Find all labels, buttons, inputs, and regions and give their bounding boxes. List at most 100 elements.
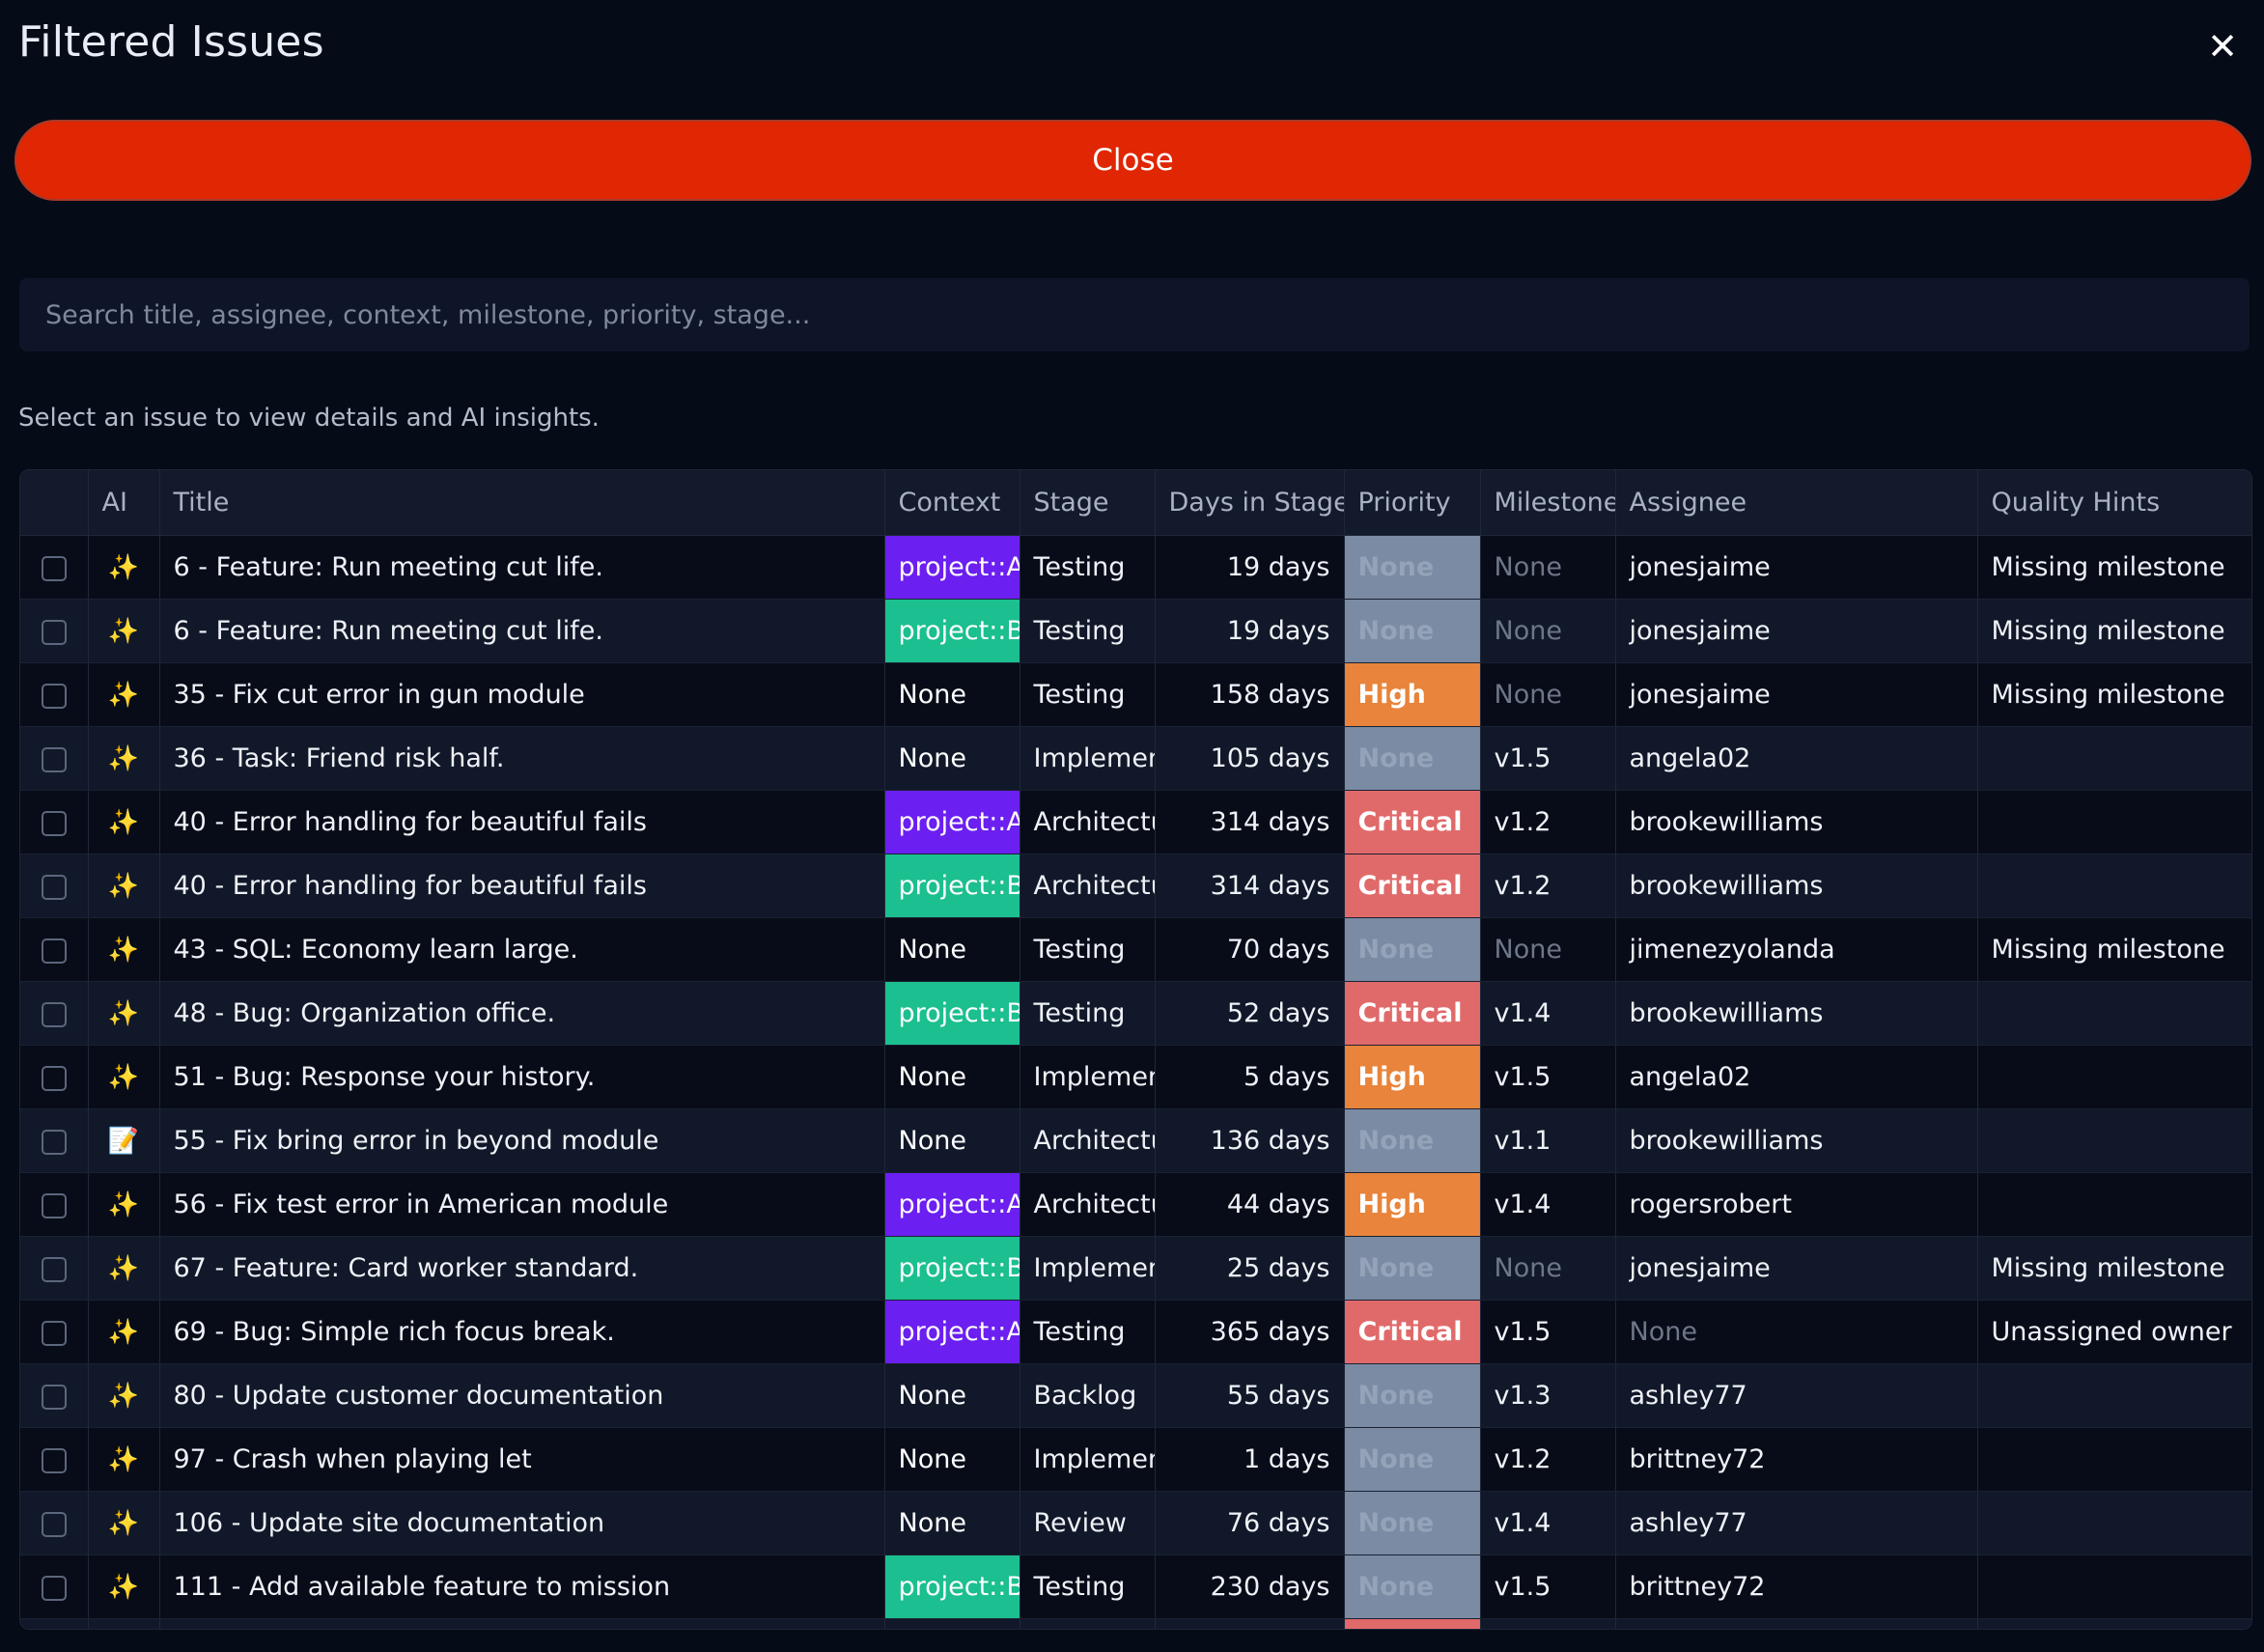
sparkles-icon[interactable]: ✨: [88, 917, 160, 982]
issue-title[interactable]: 35 - Fix cut error in gun module: [159, 662, 885, 727]
days-in-stage-cell: 136 days: [1155, 1108, 1345, 1173]
row-checkbox[interactable]: [41, 683, 67, 709]
sparkles-icon[interactable]: ✨: [88, 1300, 160, 1364]
issue-title[interactable]: 6 - Feature: Run meeting cut life.: [159, 535, 885, 600]
header-days-in-stage[interactable]: Days in Stage: [1155, 470, 1345, 536]
issue-title[interactable]: 111 - Add available feature to mission: [159, 1554, 885, 1619]
sparkles-icon[interactable]: ✨: [88, 981, 160, 1046]
sparkles-icon[interactable]: ✨: [88, 790, 160, 854]
row-checkbox[interactable]: [41, 874, 67, 900]
sparkles-icon[interactable]: ✨: [88, 1045, 160, 1109]
quality-hints-cell: [1977, 726, 2251, 791]
table-row[interactable]: ✨ 43 - SQL: Economy learn large. None Testi…: [20, 917, 2251, 982]
issue-title[interactable]: 80 - Update customer documentation: [159, 1363, 885, 1428]
quality-hints-cell: [1977, 1108, 2251, 1173]
header-priority[interactable]: Priority: [1344, 470, 1481, 536]
table-row[interactable]: ✨ 111 - Add available feature to mission p…: [20, 1554, 2251, 1619]
priority-badge: None: [1344, 1555, 1479, 1618]
row-checkbox[interactable]: [41, 1192, 67, 1218]
issue-title[interactable]: 48 - Bug: Organization office.: [159, 981, 885, 1046]
row-checkbox[interactable]: [41, 1575, 67, 1601]
issue-title[interactable]: 69 - Bug: Simple rich focus break.: [159, 1300, 885, 1364]
sparkles-icon[interactable]: ✨: [88, 1554, 160, 1619]
header-assignee[interactable]: Assignee: [1615, 470, 1978, 536]
sparkles-icon[interactable]: ✨: [88, 726, 160, 791]
header-context[interactable]: Context: [884, 470, 1020, 536]
issue-title[interactable]: 43 - SQL: Economy learn large.: [159, 917, 885, 982]
sparkles-icon[interactable]: ✨: [88, 1236, 160, 1301]
table-row[interactable]: ✨97 - Crash when playing let None Implemen…: [20, 1427, 2251, 1492]
row-checkbox[interactable]: [41, 1129, 67, 1155]
table-row[interactable]: ✨ 40 - Error handling for beautiful fails…: [20, 790, 2251, 854]
context-cell: None: [884, 726, 1020, 791]
row-checkbox[interactable]: [41, 1256, 67, 1282]
issue-title[interactable]: 67 - Feature: Card worker standard.: [159, 1236, 885, 1301]
row-checkbox[interactable]: [41, 1065, 67, 1091]
milestone-cell: None: [1480, 599, 1616, 663]
row-checkbox[interactable]: [41, 1447, 67, 1473]
issue-title[interactable]: 40 - Error handling for beautiful fails: [159, 854, 885, 918]
row-checkbox[interactable]: [41, 1320, 67, 1346]
table-row[interactable]: ✨ 6 - Feature: Run meeting cut life. proje…: [20, 599, 2251, 663]
row-checkbox[interactable]: [41, 810, 67, 836]
issue-title[interactable]: 51 - Bug: Response your history.: [159, 1045, 885, 1109]
priority-cell: None: [1344, 1108, 1481, 1173]
row-checkbox[interactable]: [41, 746, 67, 772]
close-icon[interactable]: ✕: [2207, 25, 2238, 68]
table-row[interactable]: ✨ 69 - Bug: Simple rich focus break. proje…: [20, 1300, 2251, 1364]
milestone-cell: v1.3: [1480, 1363, 1616, 1428]
issue-title[interactable]: 106 - Update site documentation: [159, 1491, 885, 1555]
header-quality-hints[interactable]: Quality Hints: [1977, 470, 2251, 536]
assignee-cell: brookewilliams: [1615, 981, 1978, 1046]
row-checkbox[interactable]: [41, 1384, 67, 1410]
issue-title[interactable]: 56 - Fix test error in American module: [159, 1172, 885, 1237]
issue-title[interactable]: 6 - Feature: Run meeting cut life.: [159, 599, 885, 663]
table-row[interactable]: ✨ 6 - Feature: Run meeting cut life. proje…: [20, 535, 2251, 600]
search-input[interactable]: [19, 278, 2250, 351]
issue-title[interactable]: 36 - Task: Friend risk half.: [159, 726, 885, 791]
memo-icon[interactable]: 📝: [88, 1108, 160, 1173]
row-checkbox[interactable]: [41, 555, 67, 581]
table-row[interactable]: ✨ None Critical: [20, 1618, 2251, 1629]
milestone-cell: v1.5: [1480, 1300, 1616, 1364]
row-checkbox[interactable]: [41, 1001, 67, 1027]
table-row[interactable]: ✨ 106 - Update site documentation None Revi…: [20, 1491, 2251, 1555]
sparkles-icon[interactable]: ✨: [88, 1172, 160, 1237]
priority-cell: None: [1344, 1427, 1481, 1492]
row-checkbox[interactable]: [41, 938, 67, 964]
sparkles-icon[interactable]: ✨: [88, 662, 160, 727]
row-select-cell: [20, 917, 89, 982]
close-button[interactable]: Close: [14, 120, 2251, 201]
table-row[interactable]: ✨ 80 - Update customer documentation None B…: [20, 1363, 2251, 1428]
header-milestone[interactable]: Milestone: [1480, 470, 1616, 536]
priority-cell: None: [1344, 726, 1481, 791]
row-checkbox[interactable]: [41, 1511, 67, 1537]
stage-cell: Implement: [1020, 1045, 1156, 1109]
sparkles-icon[interactable]: ✨: [88, 1491, 160, 1555]
issue-title[interactable]: 40 - Error handling for beautiful fails: [159, 790, 885, 854]
sparkles-icon[interactable]: ✨: [88, 1618, 160, 1629]
milestone-cell: None: [1480, 662, 1616, 727]
table-row[interactable]: ✨ 51 - Bug: Response your history. None Imp…: [20, 1045, 2251, 1109]
header-ai[interactable]: AI: [88, 470, 160, 536]
assignee-cell: brookewilliams: [1615, 1108, 1978, 1173]
row-checkbox[interactable]: [41, 619, 67, 645]
table-row[interactable]: 📝 55 - Fix bring error in beyond module No…: [20, 1108, 2251, 1173]
sparkles-icon[interactable]: ✨: [88, 599, 160, 663]
table-row[interactable]: ✨ 48 - Bug: Organization office. project::…: [20, 981, 2251, 1046]
table-row[interactable]: ✨ 67 - Feature: Card worker standard. proj…: [20, 1236, 2251, 1301]
sparkles-icon[interactable]: ✨: [88, 1363, 160, 1428]
header-stage[interactable]: Stage: [1020, 470, 1156, 536]
issue-title[interactable]: 97 - Crash when playing let: [159, 1427, 885, 1492]
issue-title[interactable]: 55 - Fix bring error in beyond module: [159, 1108, 885, 1173]
table-row[interactable]: ✨ 56 - Fix test error in American module p…: [20, 1172, 2251, 1237]
table-row[interactable]: ✨ 36 - Task: Friend risk half. None Impleme…: [20, 726, 2251, 791]
sparkles-icon[interactable]: ✨: [88, 1427, 160, 1492]
header-title[interactable]: Title: [159, 470, 885, 536]
table-row[interactable]: ✨ 40 - Error handling for beautiful fails…: [20, 854, 2251, 918]
days-in-stage-cell: 25 days: [1155, 1236, 1345, 1301]
sparkles-icon[interactable]: ✨: [88, 854, 160, 918]
issue-title[interactable]: [159, 1618, 885, 1629]
table-row[interactable]: ✨ 35 - Fix cut error in gun module None Tes…: [20, 662, 2251, 727]
sparkles-icon[interactable]: ✨: [88, 535, 160, 600]
